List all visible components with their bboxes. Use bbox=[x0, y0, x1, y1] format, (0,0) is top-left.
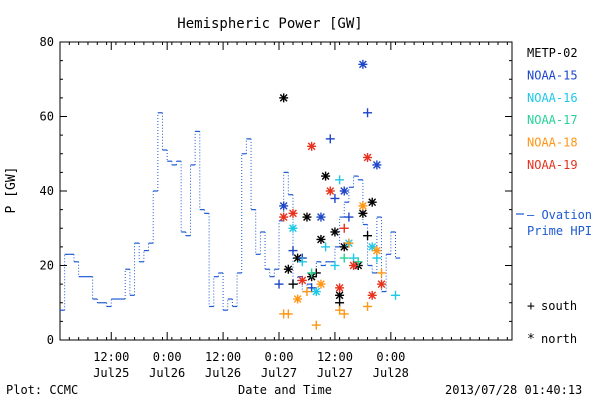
x-tick-label-date: Jul27 bbox=[317, 366, 353, 380]
north-marker bbox=[368, 291, 377, 300]
x-tick-label-time: 12:00 bbox=[205, 350, 241, 364]
south-marker bbox=[340, 224, 349, 233]
north-marker bbox=[326, 187, 335, 196]
legend-entry-noaa-19: NOAA-19 bbox=[527, 158, 578, 172]
hemispheric-power-chart: 0 20 40 60 80 12:00 Jul25 0:00 Jul26 12:00 Jul26 0:… bbox=[0, 0, 600, 400]
north-marker bbox=[372, 160, 381, 169]
north-marker bbox=[316, 213, 325, 222]
south-marker bbox=[335, 175, 344, 184]
north-marker bbox=[307, 142, 316, 151]
axes: 0 20 40 60 80 12:00 Jul25 0:00 Jul26 12:00 Jul26 0:… bbox=[40, 35, 512, 380]
legend-entry-noaa-15: NOAA-15 bbox=[527, 68, 578, 82]
legend-entry-noaa-18: NOAA-18 bbox=[527, 136, 578, 150]
north-marker bbox=[372, 246, 381, 255]
y-tick-label: 40 bbox=[40, 184, 54, 198]
south-marker bbox=[288, 246, 297, 255]
y-axis-label: P [GW] bbox=[4, 167, 19, 214]
y-tick-label: 60 bbox=[40, 110, 54, 124]
south-marker bbox=[340, 254, 349, 263]
x-tick-label-time: 0:00 bbox=[265, 350, 294, 364]
legend: METP-02 NOAA-15 NOAA-16 NOAA-17 NOAA-18 NOAA-… bbox=[527, 46, 578, 172]
north-marker bbox=[298, 276, 307, 285]
x-tick-label-time: 0:00 bbox=[153, 350, 182, 364]
north-marker bbox=[293, 295, 302, 304]
north-marker bbox=[288, 224, 297, 233]
south-marker bbox=[288, 280, 297, 289]
legend-entry-metp-02: METP-02 bbox=[527, 46, 578, 60]
plot-frame bbox=[60, 42, 512, 340]
north-marker bbox=[335, 283, 344, 292]
ovation-label-line1: — Ovation bbox=[527, 208, 592, 222]
north-marker bbox=[358, 201, 367, 210]
south-marker bbox=[275, 280, 284, 289]
south-marker bbox=[363, 231, 372, 240]
legend-entry-noaa-17: NOAA-17 bbox=[527, 113, 578, 127]
north-marker bbox=[340, 187, 349, 196]
legend-entry-noaa-16: NOAA-16 bbox=[527, 91, 578, 105]
x-tick-label-date: Jul27 bbox=[261, 366, 297, 380]
north-marker bbox=[279, 93, 288, 102]
north-marker bbox=[288, 209, 297, 218]
north-marker bbox=[302, 213, 311, 222]
south-marker bbox=[284, 309, 293, 318]
north-marker bbox=[284, 265, 293, 274]
south-marker bbox=[363, 108, 372, 117]
north-marker bbox=[279, 201, 288, 210]
plot-timestamp: 2013/07/28 01:40:13 bbox=[445, 383, 582, 397]
north-marker bbox=[368, 198, 377, 207]
south-marker bbox=[391, 291, 400, 300]
north-marker bbox=[377, 280, 386, 289]
north-marker bbox=[349, 261, 358, 270]
x-tick-label-time: 12:00 bbox=[317, 350, 353, 364]
x-axis-label: Date and Time bbox=[238, 383, 332, 397]
marker-legend-north-symbol: * bbox=[527, 332, 535, 347]
south-marker bbox=[312, 321, 321, 330]
south-marker bbox=[326, 134, 335, 143]
north-marker bbox=[321, 172, 330, 181]
south-marker bbox=[344, 213, 353, 222]
north-marker bbox=[358, 60, 367, 69]
south-marker bbox=[330, 194, 339, 203]
x-tick-label-time: 12:00 bbox=[93, 350, 129, 364]
south-marker bbox=[321, 242, 330, 251]
x-tick-label-date: Jul26 bbox=[149, 366, 185, 380]
south-marker bbox=[377, 268, 386, 277]
north-marker bbox=[363, 153, 372, 162]
y-tick-label: 0 bbox=[47, 333, 54, 347]
marker-legend-south: south bbox=[541, 299, 577, 313]
north-marker bbox=[312, 287, 321, 296]
x-tick-label-date: Jul25 bbox=[93, 366, 129, 380]
plot-credit: Plot: CCMC bbox=[6, 383, 78, 397]
x-tick-label-date: Jul26 bbox=[205, 366, 241, 380]
y-tick-label: 80 bbox=[40, 35, 54, 49]
north-marker bbox=[279, 213, 288, 222]
marker-legend-south-symbol: + bbox=[527, 299, 535, 314]
north-marker bbox=[316, 280, 325, 289]
north-marker bbox=[330, 227, 339, 236]
chart-title: Hemispheric Power [GW] bbox=[177, 16, 362, 32]
north-marker bbox=[316, 235, 325, 244]
x-tick-label-time: 0:00 bbox=[376, 350, 405, 364]
ovation-label-line2: Prime HPI bbox=[527, 224, 592, 238]
south-marker bbox=[363, 302, 372, 311]
x-tick-label-date: Jul28 bbox=[373, 366, 409, 380]
marker-legend-north: north bbox=[541, 332, 577, 346]
y-tick-label: 20 bbox=[40, 259, 54, 273]
